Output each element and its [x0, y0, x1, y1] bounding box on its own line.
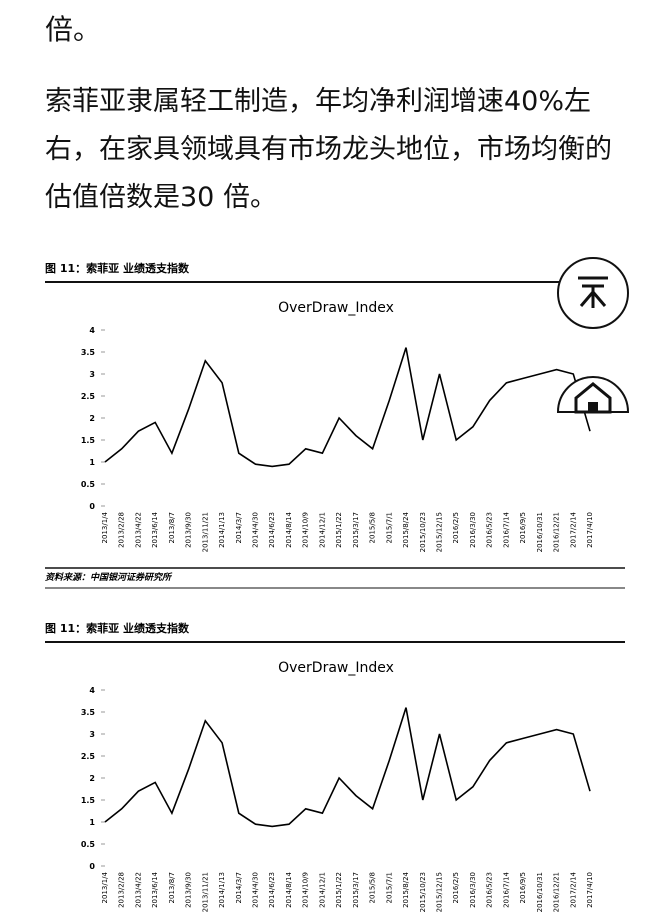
y-tick-label: 3 [89, 370, 95, 379]
x-tick-label: 2014/3/7 [235, 512, 243, 543]
x-tick-label: 2016/2/5 [452, 512, 460, 543]
x-tick-label: 2014/6/23 [268, 512, 276, 548]
x-tick-label: 2017/2/14 [569, 511, 577, 547]
x-tick-label: 2015/3/17 [352, 512, 360, 548]
x-tick-label: 2014/1/13 [218, 512, 226, 548]
x-tick-label: 2017/4/10 [586, 512, 594, 548]
x-tick-label: 2013/1/4 [101, 871, 109, 903]
x-tick-label: 2014/4/30 [252, 512, 260, 548]
x-tick-label: 2014/10/9 [302, 512, 310, 548]
x-tick-label: 2013/4/22 [134, 512, 142, 548]
y-tick-label: 2 [89, 414, 95, 423]
x-tick-label: 2015/8/24 [402, 511, 410, 547]
y-tick-label: 0 [89, 502, 95, 511]
x-tick-label: 2013/9/30 [185, 512, 193, 548]
x-tick-label: 2014/8/14 [285, 511, 293, 547]
x-tick-label: 2014/3/7 [235, 872, 243, 903]
x-tick-label: 2013/8/7 [168, 512, 176, 543]
y-tick-label: 2.5 [81, 752, 96, 761]
x-tick-label: 2014/12/1 [318, 872, 326, 908]
y-tick-label: 1 [89, 818, 95, 827]
x-tick-label: 2016/2/5 [452, 872, 460, 903]
y-tick-label: 4 [89, 686, 95, 695]
figure-caption: 图 11：索菲亚 业绩透支指数 [45, 261, 190, 275]
x-tick-label: 2015/5/8 [369, 512, 377, 543]
y-tick-label: 1 [89, 458, 95, 467]
x-tick-label: 2015/1/22 [335, 512, 343, 548]
x-tick-label: 2015/7/1 [385, 512, 393, 543]
x-tick-label: 2014/4/30 [252, 872, 260, 908]
figure: 图 11：索菲亚 业绩透支指数 OverDraw_Index 0 0.5 1 1.5 2 2.… [45, 621, 625, 912]
x-tick-label: 2014/12/1 [318, 512, 326, 548]
x-tick-label: 2014/6/23 [268, 872, 276, 908]
x-tick-label: 2013/9/30 [185, 872, 193, 908]
y-tick-label: 2 [89, 774, 95, 783]
source: 资料来源：中国银河证券研究所 [45, 572, 173, 583]
x-tick-label: 2014/10/9 [302, 872, 310, 908]
x-tick-label: 2013/6/14 [151, 511, 159, 547]
x-tick-label: 2017/4/10 [586, 872, 594, 908]
x-tick-label: 2015/3/17 [352, 872, 360, 908]
x-tick-label: 2013/2/28 [118, 872, 126, 908]
x-tick-label: 2016/10/31 [536, 512, 544, 552]
x-tick-label: 2016/9/5 [519, 872, 527, 903]
y-tick-label: 0.5 [81, 840, 96, 849]
y-tick-label: 4 [89, 326, 95, 335]
x-tick-label: 2016/7/14 [502, 511, 510, 547]
y-tick-label: 2.5 [81, 392, 96, 401]
x-tick-label: 2016/5/23 [486, 512, 494, 548]
x-tick-label: 2015/5/8 [369, 872, 377, 903]
y-tick-label: 3.5 [81, 348, 96, 357]
x-tick-label: 2015/1/22 [335, 872, 343, 908]
y-tick-label: 0 [89, 862, 95, 871]
x-tick-label: 2016/3/30 [469, 512, 477, 548]
x-tick-label: 2013/4/22 [134, 872, 142, 908]
x-tick-label: 2015/12/15 [435, 872, 443, 912]
figure: 图 11：索菲亚 业绩透支指数 OverDraw_Index 0 0.5 1 1.5 2 2.… [45, 261, 625, 589]
x-tick-label: 2016/9/5 [519, 512, 527, 543]
x-tick-label: 2015/8/24 [402, 871, 410, 907]
x-tick-label: 2013/8/7 [168, 872, 176, 903]
x-tick-label: 2016/12/21 [553, 872, 561, 912]
x-tick-label: 2015/10/23 [419, 872, 427, 912]
chart-title: OverDraw_Index [278, 300, 394, 316]
y-tick-label: 3.5 [81, 708, 96, 717]
x-tick-label: 2016/3/30 [469, 872, 477, 908]
x-tick-label: 2014/1/13 [218, 872, 226, 908]
x-tick-label: 2013/1/4 [101, 511, 109, 543]
x-tick-label: 2016/10/31 [536, 872, 544, 912]
x-tick-label: 2013/6/14 [151, 871, 159, 907]
chart-title: OverDraw_Index [278, 660, 394, 676]
y-tick-label: 0.5 [81, 480, 96, 489]
x-tick-label: 2016/5/23 [486, 872, 494, 908]
figure-caption: 图 11：索菲亚 业绩透支指数 [45, 621, 190, 635]
y-tick-label: 1.5 [81, 796, 96, 805]
x-tick-label: 2013/2/28 [118, 512, 126, 548]
x-tick-label: 2016/12/21 [553, 512, 561, 552]
y-tick-label: 1.5 [81, 436, 96, 445]
lead-text: 倍。 [45, 13, 102, 46]
x-tick-label: 2014/8/14 [285, 871, 293, 907]
paragraph: 索菲亚隶属轻工制造，年均净利润增速40%左右，在家具领域具有市场龙头地位，市场均… [45, 86, 612, 213]
x-tick-label: 2016/7/14 [502, 871, 510, 907]
x-tick-label: 2013/11/21 [201, 512, 209, 552]
line [104, 707, 591, 828]
y-tick-label: 3 [89, 730, 95, 739]
x-tick-label: 2013/11/21 [201, 872, 209, 912]
line [104, 347, 591, 468]
x-tick-label: 2017/2/14 [569, 871, 577, 907]
x-tick-label: 2015/7/1 [385, 872, 393, 903]
x-tick-label: 2015/10/23 [419, 512, 427, 552]
x-tick-label: 2015/12/15 [435, 512, 443, 552]
